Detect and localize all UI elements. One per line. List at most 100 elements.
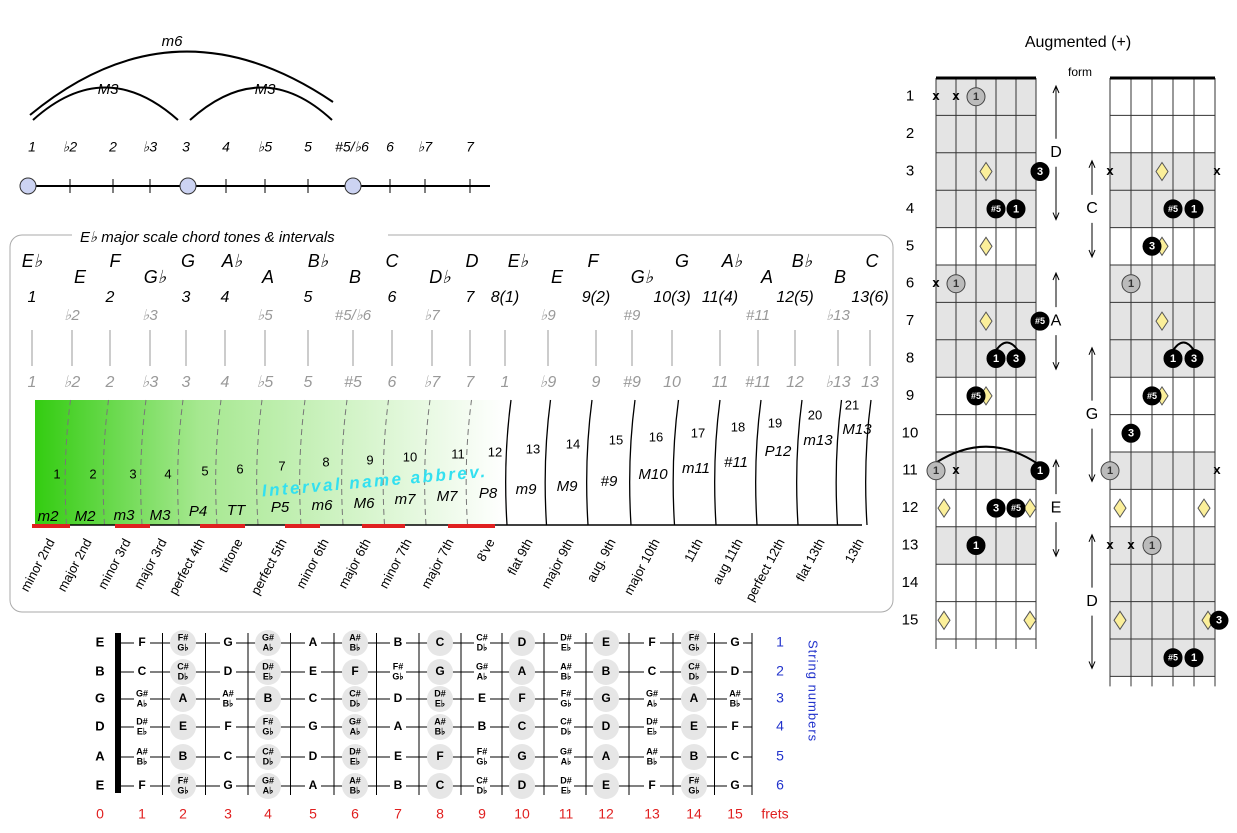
divider [544,399,552,526]
note-flat: G♭ [392,671,403,681]
arrow-head [1052,458,1060,468]
note-bg [598,664,614,680]
semitone: 3 [129,466,136,481]
fret-number: 8 [436,806,444,822]
gray-degree: 12 [786,374,804,391]
interval-name: 8've [473,536,497,564]
gray-degree: 9 [592,374,601,391]
gray-degree: ♭3 [142,374,159,391]
interval-name: minor 6th [293,536,332,591]
arrow-head [1052,271,1060,281]
note-bg [686,691,702,707]
tone-dot [1030,162,1050,181]
fret-number: 2 [179,806,187,822]
fret-number-aug: 14 [902,574,919,591]
abbrev: m9 [516,481,537,498]
dot-label: 3 [1216,615,1222,627]
note-bg [347,689,363,709]
note-sharp: G# [560,746,572,756]
form-letter: D [1086,593,1098,610]
dot-label: #5 [1168,653,1178,663]
note: F [648,635,655,649]
tone-dot [1184,648,1204,668]
abbrev: P12 [765,443,792,460]
note-name: D [466,251,479,271]
note-bg [474,747,490,767]
note-bg [390,749,406,765]
gray-degree: 5 [304,374,313,391]
tie [1172,341,1195,352]
note-bg [390,662,406,682]
interval-name: major 9th [538,536,577,591]
mute: x [1106,537,1114,552]
semitone: 7 [278,458,285,473]
tone-dot [1163,349,1183,368]
gray-degree: 11 [712,374,729,391]
note-sharp: G# [262,775,274,785]
tone-dot [1030,311,1050,331]
fret-number: 7 [394,806,402,822]
note-sharp: C# [349,688,361,698]
string-number: 1 [776,634,784,650]
interval-name: aug 11th [709,536,746,587]
semitone: 5 [201,463,208,478]
divider [299,399,306,526]
gray-degree: #5 [344,374,362,391]
note: A [518,664,527,678]
note-bg [175,662,191,682]
semitone: 1 [53,466,60,481]
arrow-head [1088,159,1096,168]
note-flat: G♭ [177,785,188,795]
dot-label: 1 [993,353,999,365]
note-flat: E♭ [350,756,360,766]
note-bg [558,633,574,653]
note: G [223,778,232,792]
dot-label: 3 [993,503,999,515]
arrow-head [1088,249,1096,259]
note-sharp: A# [729,688,741,698]
note-bg [474,691,490,707]
note-bg [260,717,276,737]
fret-number-aug: 8 [906,349,914,366]
dot-label: #5 [971,391,981,401]
note-sharp: F# [477,746,488,756]
gray-degree: 6 [388,374,397,391]
arrow-head [1088,661,1096,670]
abbrev: #9 [601,473,618,490]
note-flat: D♭ [350,698,361,708]
string-number: 2 [776,663,784,679]
note-flat: B♭ [350,642,361,652]
note-flat: G♭ [688,642,699,652]
note-bg [134,664,150,680]
note-bg [260,633,276,653]
diamond [1155,311,1169,332]
fret-number-aug: 15 [902,611,919,628]
note-bg [390,691,406,707]
note: F [138,635,145,649]
interval-name: aug. 9th [583,536,618,585]
note-bg [558,776,574,796]
dot-label: 3 [1013,353,1019,365]
note-name: G [675,251,689,271]
arc-label: m6 [162,33,183,50]
note-bg [727,689,743,709]
note: F [436,749,443,763]
note-bg [558,747,574,767]
note-flat: B♭ [561,671,572,681]
degree: ♭3 [142,307,158,324]
degree: 2 [105,289,115,306]
interval-label: 5 [304,139,312,155]
interval-name: perfect 4th [166,536,208,597]
interval-name: major 7th [418,536,457,591]
interval-label: 7 [466,139,475,155]
gray-degree: ♭13 [825,374,850,391]
arc [32,86,179,121]
note-flat: A♭ [647,698,658,708]
note: E [309,664,317,678]
note: G [308,719,317,733]
divider [102,399,109,526]
note-bg [305,691,321,707]
mute: x [1127,537,1135,552]
note-name: B♭ [792,251,813,271]
fret-number: 0 [96,806,104,822]
